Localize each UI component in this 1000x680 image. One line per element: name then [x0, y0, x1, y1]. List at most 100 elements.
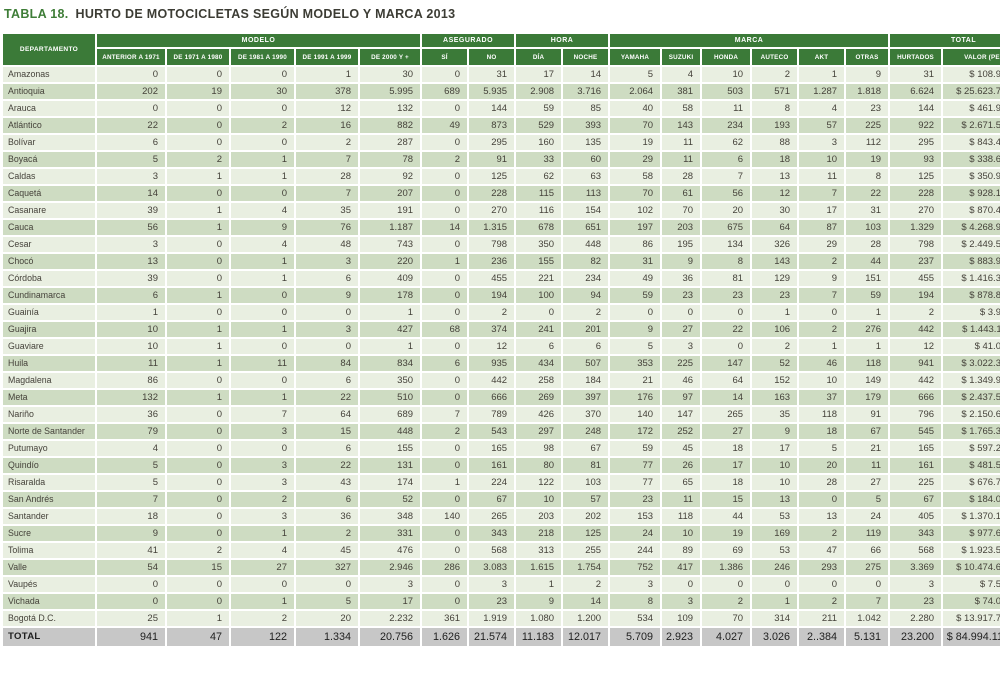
data-cell: 23.200 — [890, 628, 942, 646]
data-cell: 1 — [516, 577, 562, 592]
data-cell: 0 — [422, 577, 468, 592]
data-cell: 39 — [97, 203, 165, 218]
data-cell: 165 — [890, 441, 942, 456]
table-row: Valle 54 15 27 327 2.946 286 3.083 1.615 1.754 752… — [3, 560, 1000, 575]
table-row: Huila 11 1 11 84 834 6 935 434 507 353 225 147 52 46 11… — [3, 356, 1000, 371]
data-cell: 46 — [662, 373, 701, 388]
data-cell: 59 — [610, 288, 661, 303]
data-cell: 10 — [662, 526, 701, 541]
data-cell: 265 — [469, 509, 515, 524]
data-cell: 3 — [890, 577, 942, 592]
data-cell: 1.287 — [799, 84, 845, 99]
data-cell: 11 — [662, 492, 701, 507]
column-header: NOCHE — [563, 49, 609, 65]
data-cell: 225 — [662, 356, 701, 371]
data-cell: 6.624 — [890, 84, 942, 99]
data-cell: 224 — [469, 475, 515, 490]
data-cell: 176 — [610, 390, 661, 405]
data-cell: 1 — [167, 390, 229, 405]
data-cell: 60 — [563, 152, 609, 167]
data-cell: 798 — [469, 237, 515, 252]
data-cell: 3 — [231, 475, 294, 490]
data-cell: 0 — [231, 373, 294, 388]
table-row: Córdoba 39 0 1 6 409 0 455 221 234 49 36 81 129 9 151 45… — [3, 271, 1000, 286]
table-row: Santander 18 0 3 36 348 140 265 203 202 153 118 44 53… — [3, 509, 1000, 524]
data-cell: 97 — [662, 390, 701, 405]
data-cell: 14 — [97, 186, 165, 201]
data-cell: 18 — [799, 424, 845, 439]
table-title-text: HURTO DE MOTOCICLETAS SEGÚN MODELO Y MAR… — [75, 7, 456, 21]
data-cell: 297 — [516, 424, 562, 439]
data-cell: 381 — [662, 84, 701, 99]
data-cell: 2.232 — [360, 611, 421, 626]
data-cell: 23 — [752, 288, 798, 303]
data-cell: 94 — [563, 288, 609, 303]
column-header: NO — [469, 49, 515, 65]
data-cell: 426 — [516, 407, 562, 422]
data-cell: 1 — [231, 322, 294, 337]
data-cell: 36 — [662, 271, 701, 286]
data-cell: 18 — [97, 509, 165, 524]
data-cell: 1.080 — [516, 611, 562, 626]
data-cell: 202 — [563, 509, 609, 524]
data-cell: 6 — [296, 492, 358, 507]
data-cell: 62 — [702, 135, 751, 150]
data-cell: 286 — [422, 560, 468, 575]
data-cell: 6 — [296, 271, 358, 286]
data-cell: 7 — [97, 492, 165, 507]
data-cell: 82 — [563, 254, 609, 269]
data-cell: 10 — [97, 322, 165, 337]
data-cell: 12 — [296, 101, 358, 116]
data-cell: 9 — [610, 322, 661, 337]
data-cell: 143 — [662, 118, 701, 133]
table-row: Atlántico 22 0 2 16 882 49 873 529 393 70 143 234 193… — [3, 118, 1000, 133]
data-cell: 64 — [752, 220, 798, 235]
data-cell: 1 — [231, 271, 294, 286]
data-cell: 65 — [662, 475, 701, 490]
data-cell: 203 — [516, 509, 562, 524]
data-cell: 7 — [799, 186, 845, 201]
data-cell: 228 — [469, 186, 515, 201]
column-header: VALOR (PESOS) — [943, 49, 1000, 65]
data-cell: 12 — [469, 339, 515, 354]
row-label-departamento: Sucre — [3, 526, 95, 541]
data-cell: 0 — [422, 339, 468, 354]
data-cell: 184 — [563, 373, 609, 388]
data-cell: 237 — [890, 254, 942, 269]
data-cell: 0 — [422, 237, 468, 252]
data-cell: 0 — [167, 254, 229, 269]
data-cell: 191 — [360, 203, 421, 218]
data-cell: 0 — [702, 305, 751, 320]
data-cell: 27 — [846, 475, 889, 490]
data-cell: 29 — [610, 152, 661, 167]
row-label-departamento: Bogotá D.C. — [3, 611, 95, 626]
data-cell: 118 — [799, 407, 845, 422]
row-label-departamento: Caquetá — [3, 186, 95, 201]
data-cell: 47 — [799, 543, 845, 558]
data-cell: 36 — [296, 509, 358, 524]
data-cell: 0 — [167, 373, 229, 388]
data-cell: 10 — [516, 492, 562, 507]
data-cell: 2.908 — [516, 84, 562, 99]
data-cell: 48 — [296, 237, 358, 252]
data-cell: 568 — [469, 543, 515, 558]
data-cell: 19 — [610, 135, 661, 150]
data-cell: 374 — [469, 322, 515, 337]
row-label-departamento: Córdoba — [3, 271, 95, 286]
data-cell: 534 — [610, 611, 661, 626]
data-cell: 276 — [846, 322, 889, 337]
data-cell: 125 — [890, 169, 942, 184]
row-label-departamento: Bolívar — [3, 135, 95, 150]
column-header: DE 1971 A 1980 — [167, 49, 229, 65]
data-cell: 4 — [231, 203, 294, 218]
data-cell: 922 — [890, 118, 942, 133]
data-cell: 100 — [516, 288, 562, 303]
data-cell: 1 — [846, 339, 889, 354]
data-cell: 5 — [97, 152, 165, 167]
data-cell: 9 — [97, 526, 165, 541]
row-label-departamento: Cundinamarca — [3, 288, 95, 303]
row-label-departamento: Meta — [3, 390, 95, 405]
data-cell: 23 — [702, 288, 751, 303]
data-cell: 0 — [167, 271, 229, 286]
column-header: HONDA — [702, 49, 751, 65]
